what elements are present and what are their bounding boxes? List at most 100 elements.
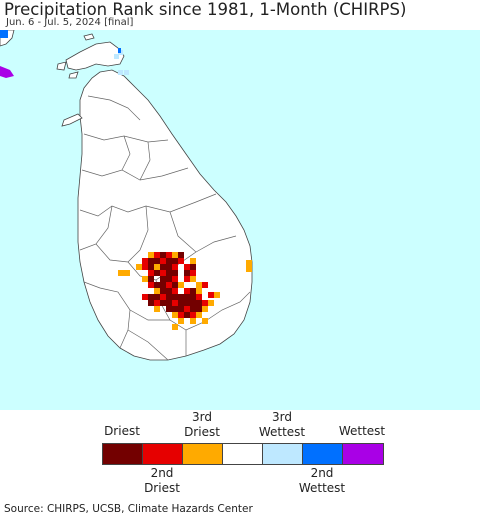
rank-pixel bbox=[190, 288, 196, 294]
rank-pixel bbox=[178, 318, 184, 324]
rank-pixel bbox=[160, 252, 166, 258]
rank-pixel bbox=[154, 258, 160, 264]
rank-pixel bbox=[160, 288, 166, 294]
rank-pixel bbox=[148, 252, 154, 258]
rank-pixel bbox=[184, 294, 190, 300]
rank-pixel bbox=[160, 282, 166, 288]
legend-label-driest: Driest bbox=[104, 424, 140, 438]
rank-pixel bbox=[172, 300, 178, 306]
rank-pixel bbox=[160, 276, 166, 282]
rank-pixel bbox=[196, 294, 202, 300]
legend: Driest 3rd Driest 3rd Wettest Wettest 2n… bbox=[0, 410, 480, 500]
india-wettest-patch bbox=[0, 66, 14, 78]
rank-pixel bbox=[202, 300, 208, 306]
legend-label-wettest: Wettest bbox=[338, 424, 386, 438]
rank-pixel bbox=[142, 264, 148, 270]
legend-swatch-3rd-wettest bbox=[263, 444, 303, 464]
rank-pixel bbox=[190, 276, 196, 282]
rank-pixel bbox=[208, 292, 214, 298]
rank-pixel bbox=[202, 282, 208, 288]
legend-swatch-normal bbox=[223, 444, 263, 464]
rank-pixel bbox=[246, 260, 252, 266]
rank-pixel bbox=[148, 264, 154, 270]
legend-label-2nd-driest: 2nd Driest bbox=[144, 466, 180, 495]
rank-pixel bbox=[172, 264, 178, 270]
rank-pixel bbox=[166, 276, 172, 282]
rank-pixel bbox=[214, 292, 220, 298]
rank-pixel bbox=[178, 300, 184, 306]
rank-pixel bbox=[190, 300, 196, 306]
rank-pixel bbox=[184, 306, 190, 312]
rank-pixel bbox=[160, 294, 166, 300]
rank-pixel bbox=[178, 306, 184, 312]
rank-pixel bbox=[114, 54, 119, 59]
rank-pixel bbox=[166, 264, 172, 270]
rank-pixel bbox=[172, 282, 178, 288]
rank-pixel bbox=[166, 288, 172, 294]
rank-pixel bbox=[178, 258, 184, 264]
rank-pixel bbox=[136, 264, 142, 270]
rank-pixel bbox=[184, 264, 190, 270]
rank-pixel bbox=[184, 312, 190, 318]
rank-pixel bbox=[142, 258, 148, 264]
rank-pixel bbox=[142, 276, 148, 282]
legend-label-3rd-wettest: 3rd Wettest bbox=[258, 410, 306, 439]
rank-pixel bbox=[154, 270, 160, 276]
rank-pixel bbox=[154, 306, 160, 312]
rank-pixel bbox=[178, 294, 184, 300]
rank-pixel bbox=[148, 258, 154, 264]
rank-pixel bbox=[172, 252, 178, 258]
legend-swatch-2nd-wettest bbox=[303, 444, 343, 464]
rank-pixel bbox=[160, 264, 166, 270]
rank-pixel bbox=[166, 258, 172, 264]
legend-color-scale bbox=[102, 443, 384, 465]
rank-pixel bbox=[148, 300, 154, 306]
rank-pixel bbox=[166, 270, 172, 276]
legend-swatch-2nd-driest bbox=[143, 444, 183, 464]
jaffna-peninsula bbox=[65, 41, 125, 71]
rank-pixel bbox=[148, 270, 154, 276]
rank-pixel bbox=[178, 282, 184, 288]
rank-pixel bbox=[172, 288, 178, 294]
map-panel bbox=[0, 30, 480, 410]
island bbox=[68, 71, 79, 79]
rank-pixel bbox=[154, 252, 160, 258]
rank-pixel bbox=[172, 312, 178, 318]
rank-pixel bbox=[124, 270, 130, 276]
rank-pixel bbox=[172, 270, 178, 276]
rank-pixel bbox=[154, 294, 160, 300]
rank-pixel bbox=[202, 318, 208, 324]
rank-pixel bbox=[184, 300, 190, 306]
rank-pixel bbox=[190, 264, 196, 270]
rank-pixel bbox=[142, 294, 148, 300]
mainland-outline bbox=[77, 69, 253, 361]
rank-pixel bbox=[196, 288, 202, 294]
rank-pixel bbox=[166, 300, 172, 306]
rank-pixel bbox=[160, 258, 166, 264]
rank-pixel bbox=[184, 270, 190, 276]
source-credit: Source: CHIRPS, UCSB, Climate Hazards Ce… bbox=[4, 503, 253, 515]
rank-pixel bbox=[190, 270, 196, 276]
rank-pixel bbox=[190, 312, 196, 318]
rank-pixel bbox=[160, 270, 166, 276]
rank-pixel bbox=[148, 282, 154, 288]
rank-pixel bbox=[196, 282, 202, 288]
rank-pixel bbox=[166, 252, 172, 258]
rank-pixel bbox=[172, 276, 178, 282]
rank-pixel bbox=[124, 70, 129, 75]
rank-pixel bbox=[166, 306, 172, 312]
rank-pixel bbox=[154, 288, 160, 294]
rank-pixel bbox=[118, 270, 124, 276]
legend-swatch-3rd-driest bbox=[183, 444, 223, 464]
rank-pixel bbox=[190, 306, 196, 312]
island bbox=[56, 61, 67, 71]
rank-pixel bbox=[246, 266, 252, 272]
page-title: Precipitation Rank since 1981, 1-Month (… bbox=[4, 0, 407, 19]
rank-pixel bbox=[148, 276, 154, 282]
rank-pixel bbox=[190, 318, 196, 324]
rank-pixel bbox=[184, 276, 190, 282]
mannar-island bbox=[61, 113, 83, 127]
sri-lanka-map bbox=[0, 30, 480, 410]
rank-pixel bbox=[172, 258, 178, 264]
date-range: Jun. 6 - Jul. 5, 2024 [final] bbox=[6, 17, 134, 28]
